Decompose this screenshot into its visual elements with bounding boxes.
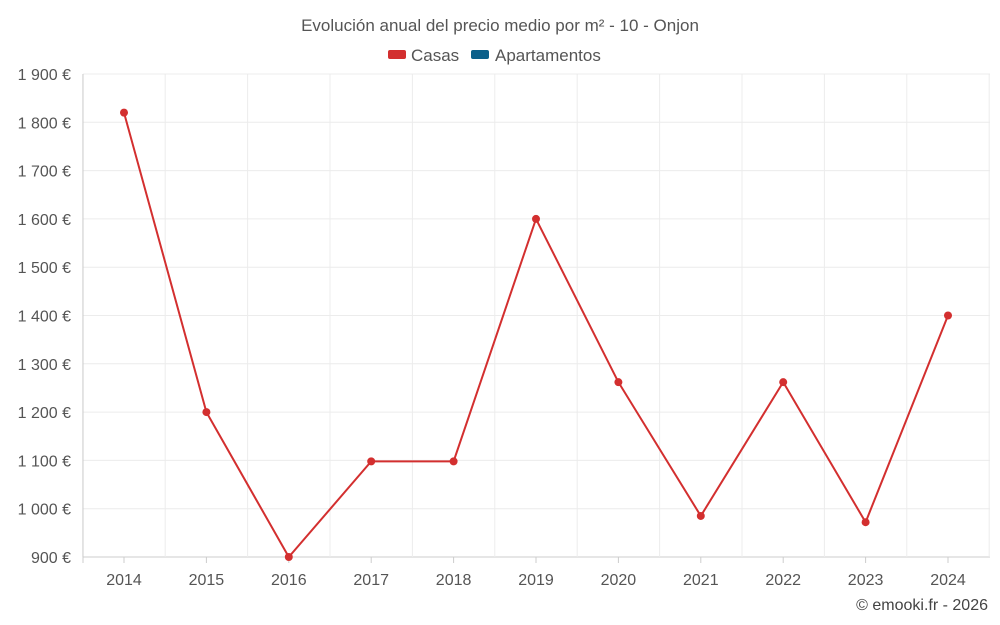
data-point-casas: [697, 512, 705, 520]
x-tick-label: 2018: [436, 572, 472, 589]
x-tick-label: 2015: [189, 572, 225, 589]
x-tick-label: 2017: [353, 572, 389, 589]
credit-text: © emooki.fr - 2026: [856, 597, 988, 614]
data-point-casas: [450, 457, 458, 465]
y-tick-label: 900 €: [31, 550, 71, 567]
x-tick-label: 2021: [683, 572, 719, 589]
legend-label-casas: Casas: [411, 46, 459, 65]
y-tick-label: 1 100 €: [18, 453, 71, 470]
data-point-casas: [532, 215, 540, 223]
legend: Casas Apartamentos: [388, 46, 601, 65]
x-tick-label: 2019: [518, 572, 554, 589]
data-point-casas: [862, 518, 870, 526]
y-tick-label: 1 400 €: [18, 309, 71, 326]
y-tick-label: 1 200 €: [18, 405, 71, 422]
y-tick-label: 1 000 €: [18, 502, 71, 519]
data-point-casas: [614, 378, 622, 386]
chart-title: Evolución anual del precio medio por m² …: [301, 16, 699, 35]
y-tick-label: 1 300 €: [18, 357, 71, 374]
data-point-casas: [367, 457, 375, 465]
x-tick-label: 2016: [271, 572, 307, 589]
y-axis: 900 € 1 000 € 1 100 € 1 200 € 1 300 € 1 400 €…: [18, 67, 71, 567]
y-tick-label: 1 500 €: [18, 260, 71, 277]
x-tick-label: 2014: [106, 572, 142, 589]
legend-swatch-apartamentos: [471, 50, 489, 59]
grid: [83, 74, 990, 557]
legend-item-casas[interactable]: Casas: [388, 46, 459, 65]
x-axis: 2014 2015 2016 2017 2018 2019 2020 2021 2022 2023…: [83, 74, 966, 589]
data-point-casas: [202, 408, 210, 416]
data-point-casas: [120, 109, 128, 117]
series-casas: [120, 109, 952, 561]
data-point-casas: [944, 312, 952, 320]
data-point-casas: [285, 553, 293, 561]
x-tick-label: 2022: [765, 572, 801, 589]
y-tick-label: 1 700 €: [18, 164, 71, 181]
legend-swatch-casas: [388, 50, 406, 59]
y-tick-label: 1 600 €: [18, 212, 71, 229]
data-point-casas: [779, 378, 787, 386]
x-tick-label: 2020: [601, 572, 637, 589]
y-tick-label: 1 900 €: [18, 67, 71, 84]
y-tick-label: 1 800 €: [18, 115, 71, 132]
legend-item-apartamentos[interactable]: Apartamentos: [471, 46, 601, 65]
legend-label-apartamentos: Apartamentos: [495, 46, 601, 65]
x-tick-label: 2023: [848, 572, 884, 589]
x-tick-label: 2024: [930, 572, 966, 589]
